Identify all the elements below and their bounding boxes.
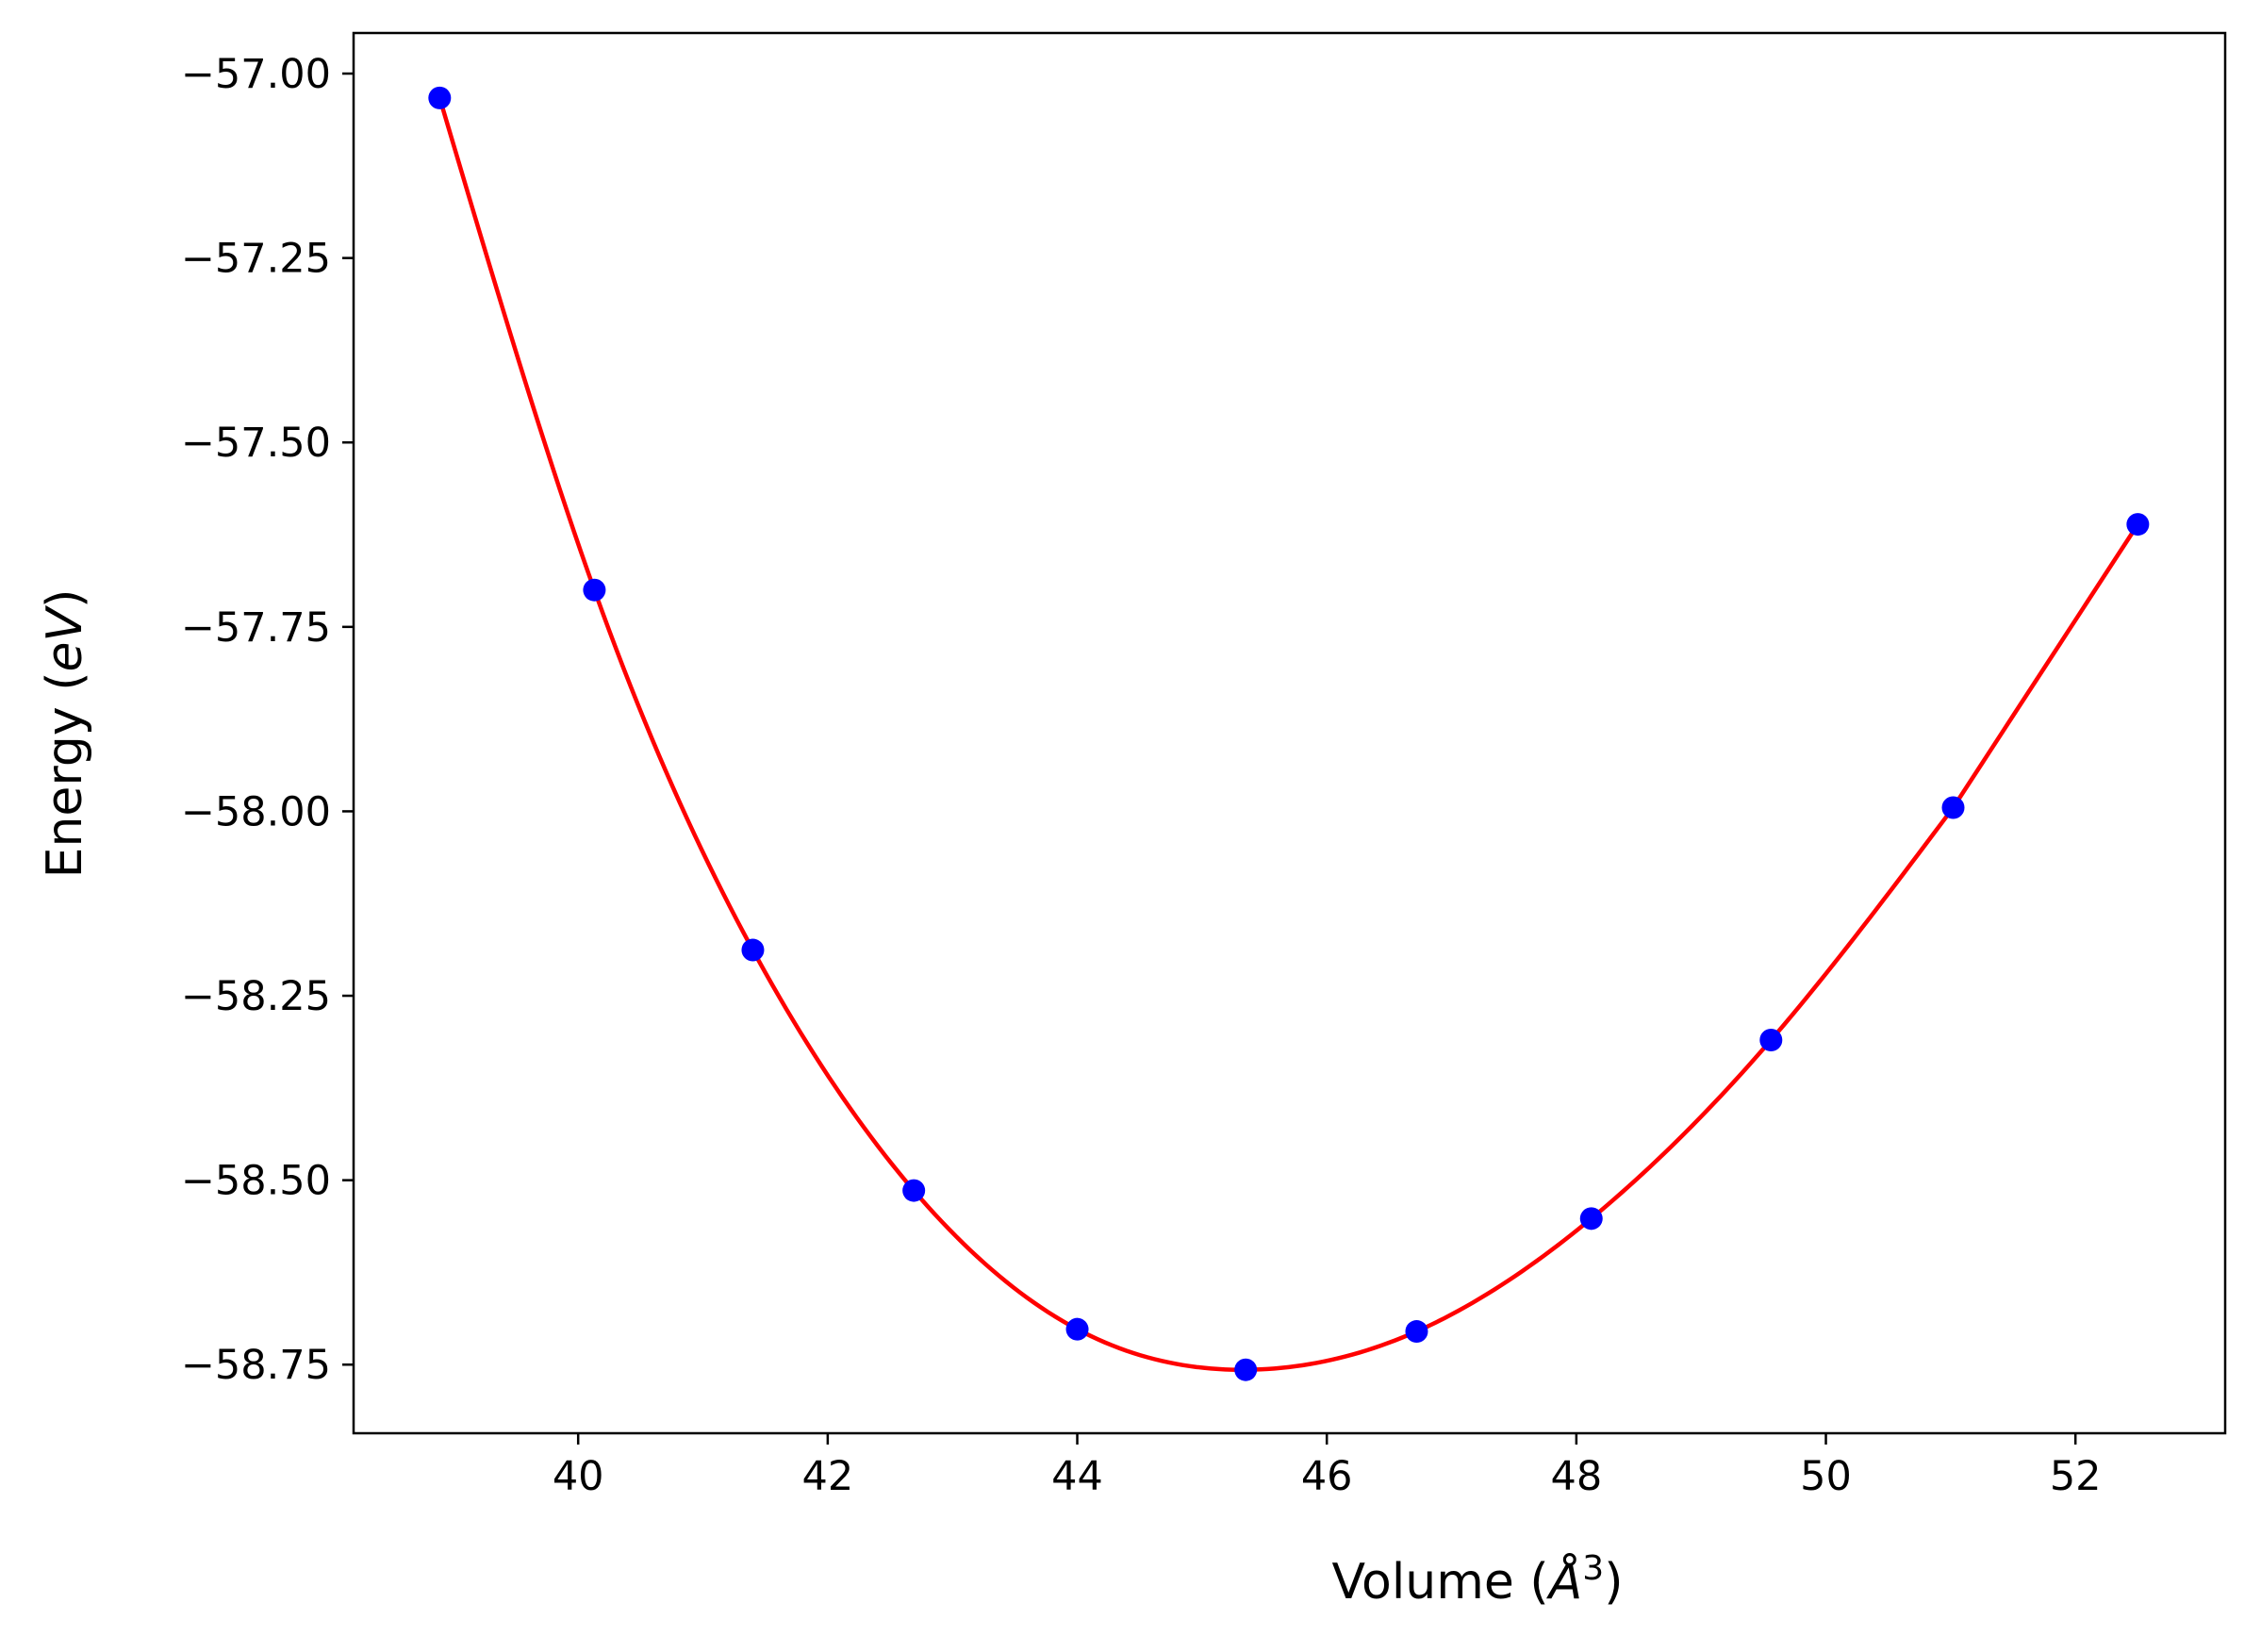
y-tick-label: −58.00: [181, 788, 331, 835]
y-tick-label: −57.25: [181, 236, 331, 283]
x-tick-label: 48: [1551, 1453, 1603, 1500]
y-tick-label: −57.00: [181, 51, 331, 98]
plot-frame: [352, 31, 2227, 1435]
x-tick-label: 44: [1051, 1453, 1103, 1500]
data-point: [1065, 1317, 1089, 1341]
y-tick-label: −58.50: [181, 1158, 331, 1205]
y-tick-label: −58.25: [181, 973, 331, 1020]
data-point: [902, 1179, 926, 1202]
data-point: [1941, 796, 1965, 819]
x-tick-label: 40: [553, 1453, 604, 1500]
fit-curve-line: [437, 97, 2140, 1372]
data-point: [2126, 513, 2150, 537]
data-point: [1759, 1028, 1783, 1051]
data-point: [741, 938, 765, 962]
x-axis-ticks: 40 42 44 46 48 50 52: [553, 1433, 2102, 1500]
y-axis-ticks: −57.00 −57.25 −57.50 −57.75 −58.00 −58.25 −58.…: [181, 51, 354, 1389]
y-axis-unit: eV: [37, 605, 93, 672]
data-point: [583, 578, 606, 602]
x-axis-label: Volume (Å3): [1331, 1549, 1623, 1611]
data-point: [1234, 1358, 1258, 1381]
fit-curve-layer: [437, 97, 2140, 1372]
x-tick-label: 46: [1301, 1453, 1353, 1500]
data-point: [1579, 1207, 1603, 1231]
x-tick-label: 50: [1800, 1453, 1852, 1500]
y-tick-label: −57.75: [181, 604, 331, 652]
y-tick-label: −58.75: [181, 1342, 331, 1389]
data-points-layer: [428, 86, 2150, 1381]
data-point: [1405, 1320, 1428, 1344]
x-axis-unit-exponent: 3: [1582, 1549, 1604, 1588]
y-axis-label: Energy (eV): [37, 589, 93, 879]
x-tick-label: 52: [2050, 1453, 2102, 1500]
x-tick-label: 42: [802, 1453, 854, 1500]
data-point: [428, 86, 452, 109]
y-tick-label: −57.50: [181, 420, 331, 467]
x-axis-unit: Å: [1546, 1552, 1583, 1611]
